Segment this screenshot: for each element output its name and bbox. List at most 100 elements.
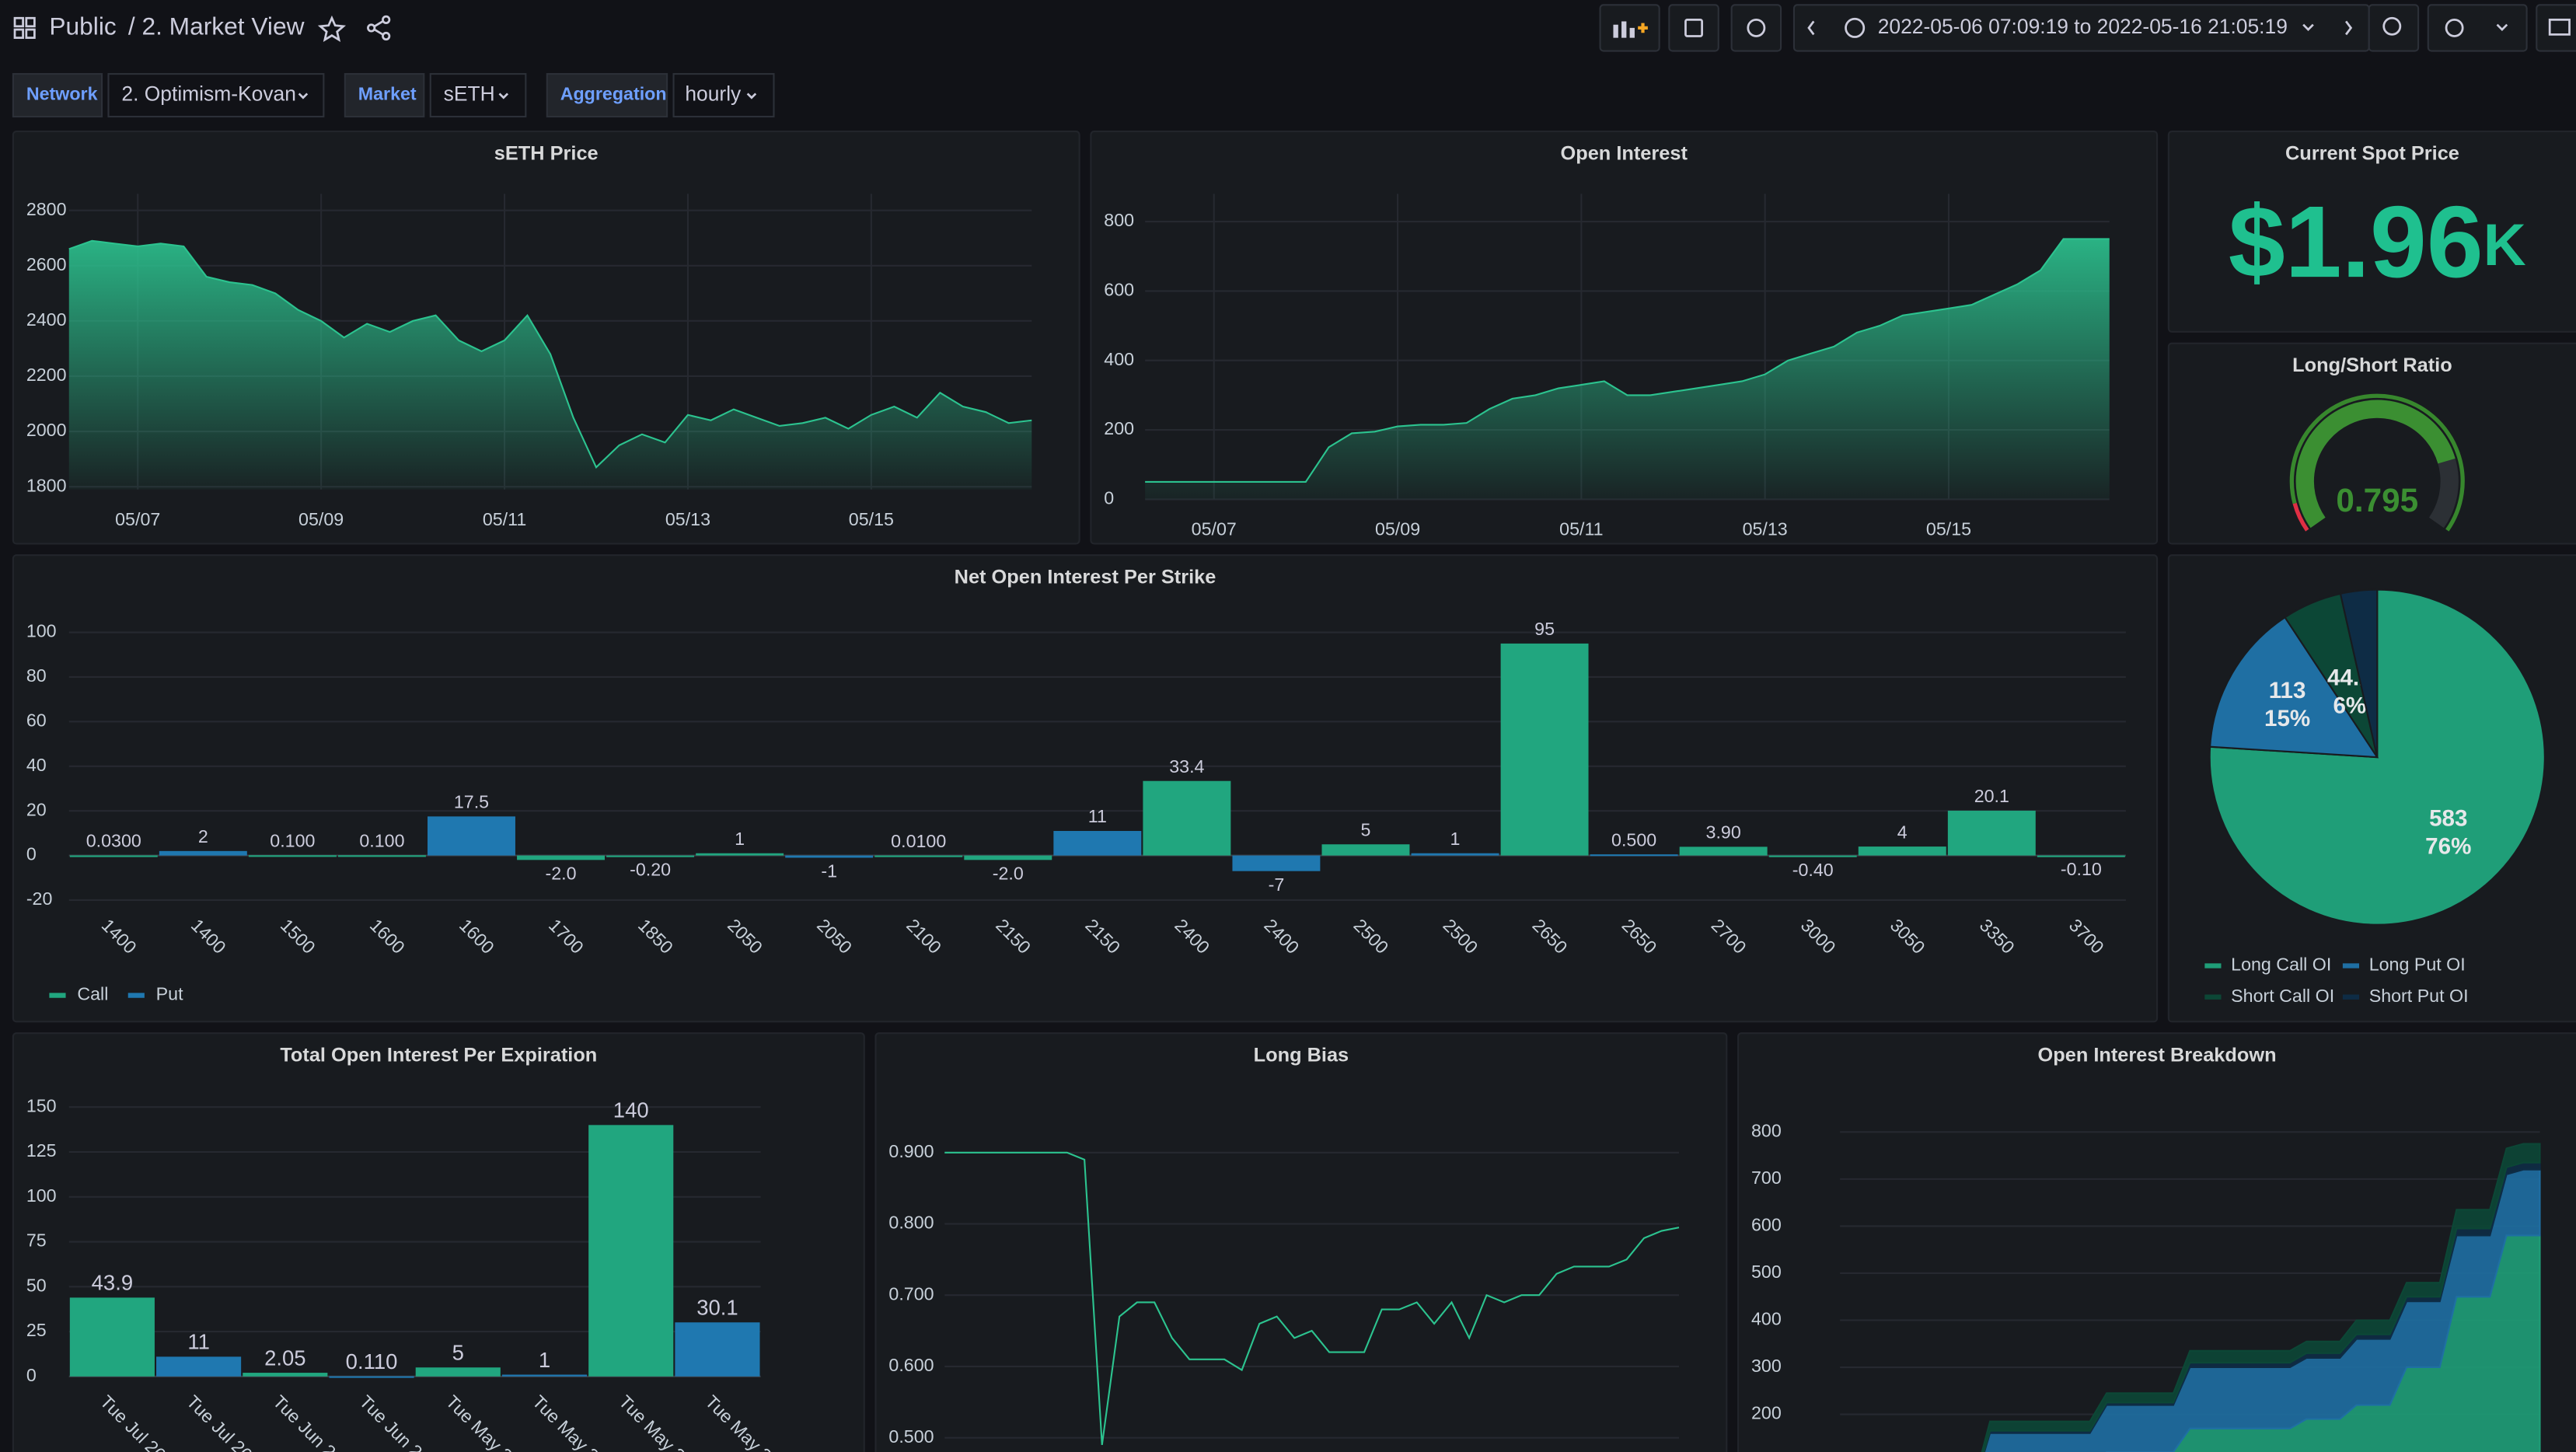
- x-tick-label: 05/13: [1743, 519, 1788, 539]
- bar: [1053, 831, 1142, 856]
- dashboards-icon[interactable]: [13, 16, 36, 39]
- bar: [337, 855, 426, 857]
- bar: [1232, 855, 1321, 871]
- bar: [1590, 854, 1678, 857]
- bar-value-label: 0.0100: [891, 831, 946, 851]
- pie-label: 113: [2269, 678, 2306, 703]
- bar-value-label: 140: [613, 1098, 649, 1122]
- variable-select[interactable]: [107, 73, 325, 118]
- y-tick-label: 80: [26, 665, 47, 686]
- bar: [1500, 643, 1589, 856]
- bar-value-label: 0.100: [270, 831, 315, 851]
- y-tick-label: 150: [26, 1095, 57, 1115]
- bar-value-label: 2.05: [264, 1346, 305, 1370]
- bar-value-label: 43.9: [92, 1271, 133, 1295]
- bar-value-label: 5: [1361, 819, 1371, 839]
- bar: [606, 855, 695, 857]
- bar: [159, 850, 247, 856]
- variables: Network 2. Optimism-Kovan Market sETH Ag…: [12, 73, 775, 118]
- tv-mode-button[interactable]: [2536, 4, 2576, 52]
- bar-value-label: 17.5: [454, 792, 489, 812]
- y-tick-label: 0: [26, 844, 37, 864]
- bar: [874, 855, 963, 857]
- bar: [329, 1376, 414, 1378]
- variable-select[interactable]: [672, 73, 775, 118]
- bar: [964, 855, 1052, 860]
- y-tick-label: 2400: [26, 309, 67, 330]
- folder-link[interactable]: Public: [49, 12, 116, 40]
- area: [1145, 239, 2110, 500]
- variable-value[interactable]: hourly: [685, 82, 742, 106]
- variable-value[interactable]: 2. Optimism-Kovan: [121, 82, 296, 106]
- time-dropdown-icon: [2302, 23, 2314, 31]
- y-tick-label: 400: [1751, 1309, 1782, 1329]
- y-tick-label: 2200: [26, 365, 67, 385]
- dashboard-title[interactable]: / 2. Market View: [128, 12, 305, 40]
- y-tick-label: 0.600: [888, 1355, 934, 1375]
- y-tick-label: 60: [26, 710, 47, 731]
- bar: [156, 1356, 242, 1377]
- y-tick-label: 2800: [26, 199, 67, 219]
- variable-value[interactable]: sETH: [444, 82, 495, 106]
- refresh-dropdown-icon: [2496, 23, 2508, 31]
- line: [68, 239, 1032, 469]
- bar: [1411, 853, 1499, 856]
- stacked-area: [2105, 1234, 2541, 1452]
- bar-value-label: -0.20: [630, 859, 671, 879]
- gauge-threshold: [2289, 393, 2465, 532]
- refresh-button[interactable]: [2427, 4, 2528, 52]
- y-tick-label: 700: [1751, 1168, 1782, 1188]
- panel-title: Long/Short Ratio: [2292, 354, 2452, 376]
- save-button[interactable]: [1668, 4, 1719, 52]
- y-tick-label: 75: [26, 1230, 47, 1251]
- variable-select[interactable]: [429, 73, 527, 118]
- bar-value-label: -1: [821, 861, 837, 881]
- x-tick-label: 05/09: [1375, 519, 1420, 539]
- bar: [1947, 810, 2036, 856]
- legend-label: Put: [156, 984, 183, 1004]
- bar-value-label: 3.90: [1706, 822, 1741, 843]
- bar: [1321, 844, 1410, 856]
- y-tick-label: 25: [26, 1320, 47, 1340]
- settings-button[interactable]: [1730, 4, 1782, 52]
- y-tick-label: 0.500: [888, 1426, 934, 1447]
- time-back-icon[interactable]: [1807, 20, 1815, 36]
- bar-value-label: 0.500: [1611, 829, 1656, 850]
- legend-label: Call: [77, 984, 108, 1004]
- legend-label: Short Call OI: [2231, 986, 2334, 1006]
- pie-label: 76%: [2425, 833, 2471, 859]
- stacked-area: [1981, 1143, 2541, 1452]
- panel-title: Open Interest Breakdown: [2038, 1044, 2277, 1066]
- bar-value-label: 5: [452, 1341, 464, 1365]
- zoom-out-button[interactable]: [2368, 4, 2420, 52]
- stat-prefix: $: [2229, 184, 2285, 298]
- pie-label: 583: [2429, 805, 2467, 831]
- y-tick-label: 800: [1751, 1120, 1782, 1140]
- x-tick-label: 05/15: [1926, 519, 1971, 539]
- y-tick-label: 0: [1104, 488, 1114, 508]
- bar: [588, 1125, 674, 1377]
- bar-value-label: 1: [735, 829, 745, 849]
- bar: [1768, 855, 1857, 857]
- bar-value-label: 20.1: [1974, 786, 2009, 806]
- bar-value-label: 4: [1897, 822, 1908, 842]
- time-range[interactable]: 2022-05-06 07:09:19 to 2022-05-16 21:05:…: [1878, 15, 2288, 38]
- bar: [2037, 855, 2125, 857]
- y-tick-label: 300: [1751, 1356, 1782, 1376]
- time-forward-icon[interactable]: [2345, 20, 2353, 36]
- y-tick-label: 0.700: [888, 1283, 934, 1304]
- star-icon[interactable]: [317, 15, 347, 42]
- bar-value-label: 2: [198, 826, 208, 846]
- variable-label-box: [12, 73, 103, 118]
- y-tick-label: 0.800: [888, 1213, 934, 1233]
- x-tick-label: 05/07: [1192, 519, 1237, 539]
- variable-label-box: [546, 73, 668, 118]
- bar-value-label: 11: [1088, 806, 1107, 826]
- share-icon[interactable]: [367, 15, 391, 41]
- legend-label: Long Call OI: [2231, 955, 2331, 975]
- clock-icon: [1845, 17, 1866, 38]
- panel: [874, 1032, 1728, 1452]
- variable-chevron: [498, 92, 509, 99]
